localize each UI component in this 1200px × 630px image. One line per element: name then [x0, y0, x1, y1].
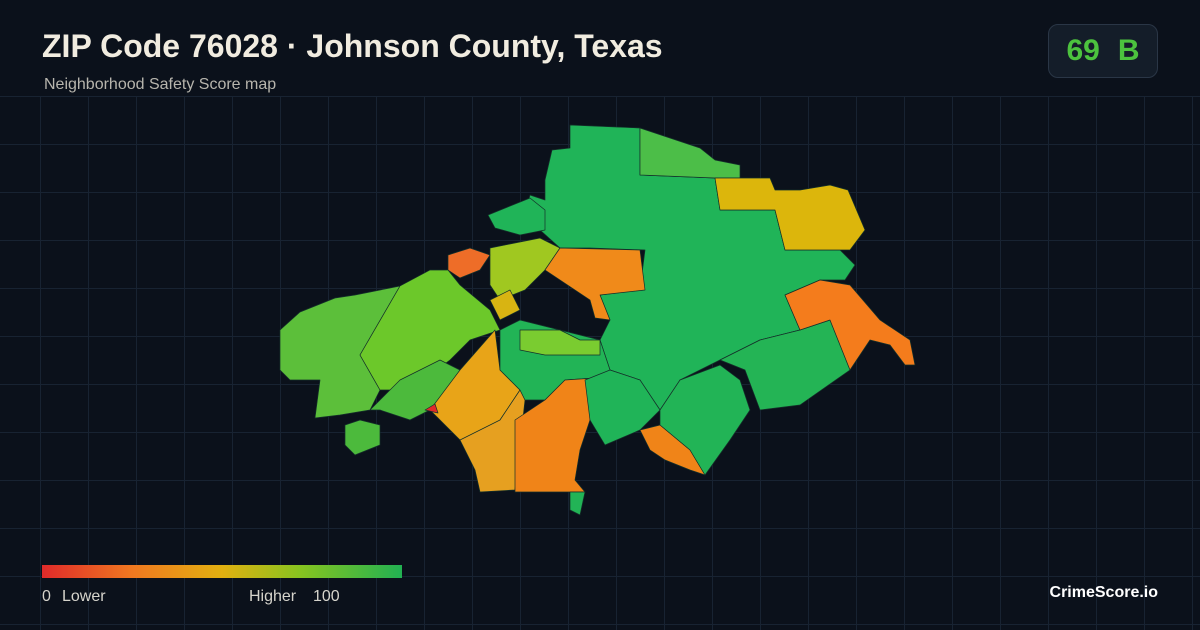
- zip-region: [489, 237, 561, 301]
- zip-region: [544, 247, 646, 321]
- subtitle: Neighborhood Safety Score map: [44, 76, 277, 93]
- zip-region: [519, 329, 601, 356]
- zip-region: [659, 364, 751, 476]
- zip-region: [489, 289, 521, 321]
- legend-max-label: Higher: [249, 588, 297, 605]
- zip-region: [514, 377, 596, 493]
- legend-min: 0: [42, 588, 51, 605]
- title: ZIP Code 76028 · Johnson County, Texas: [42, 28, 663, 64]
- zip-region: [639, 127, 741, 179]
- zip-region: [344, 419, 381, 456]
- zip-region: [447, 247, 491, 279]
- zip-region: [424, 403, 439, 414]
- zip-region: [784, 279, 916, 371]
- brand: CrimeScore.io: [1049, 584, 1158, 601]
- zip-region: [487, 197, 546, 236]
- zip-region: [569, 491, 586, 516]
- zip-region: [359, 269, 501, 391]
- legend-gradient: [42, 565, 402, 578]
- legend-min-label: Lower: [62, 588, 106, 605]
- zip-region: [584, 369, 661, 446]
- legend-max: 100: [313, 588, 340, 605]
- grade: B: [1117, 34, 1140, 67]
- zip-region: [279, 285, 401, 419]
- score: 69: [1066, 34, 1100, 67]
- zip-region: [714, 177, 866, 251]
- score-badge: 69 B: [1048, 24, 1158, 78]
